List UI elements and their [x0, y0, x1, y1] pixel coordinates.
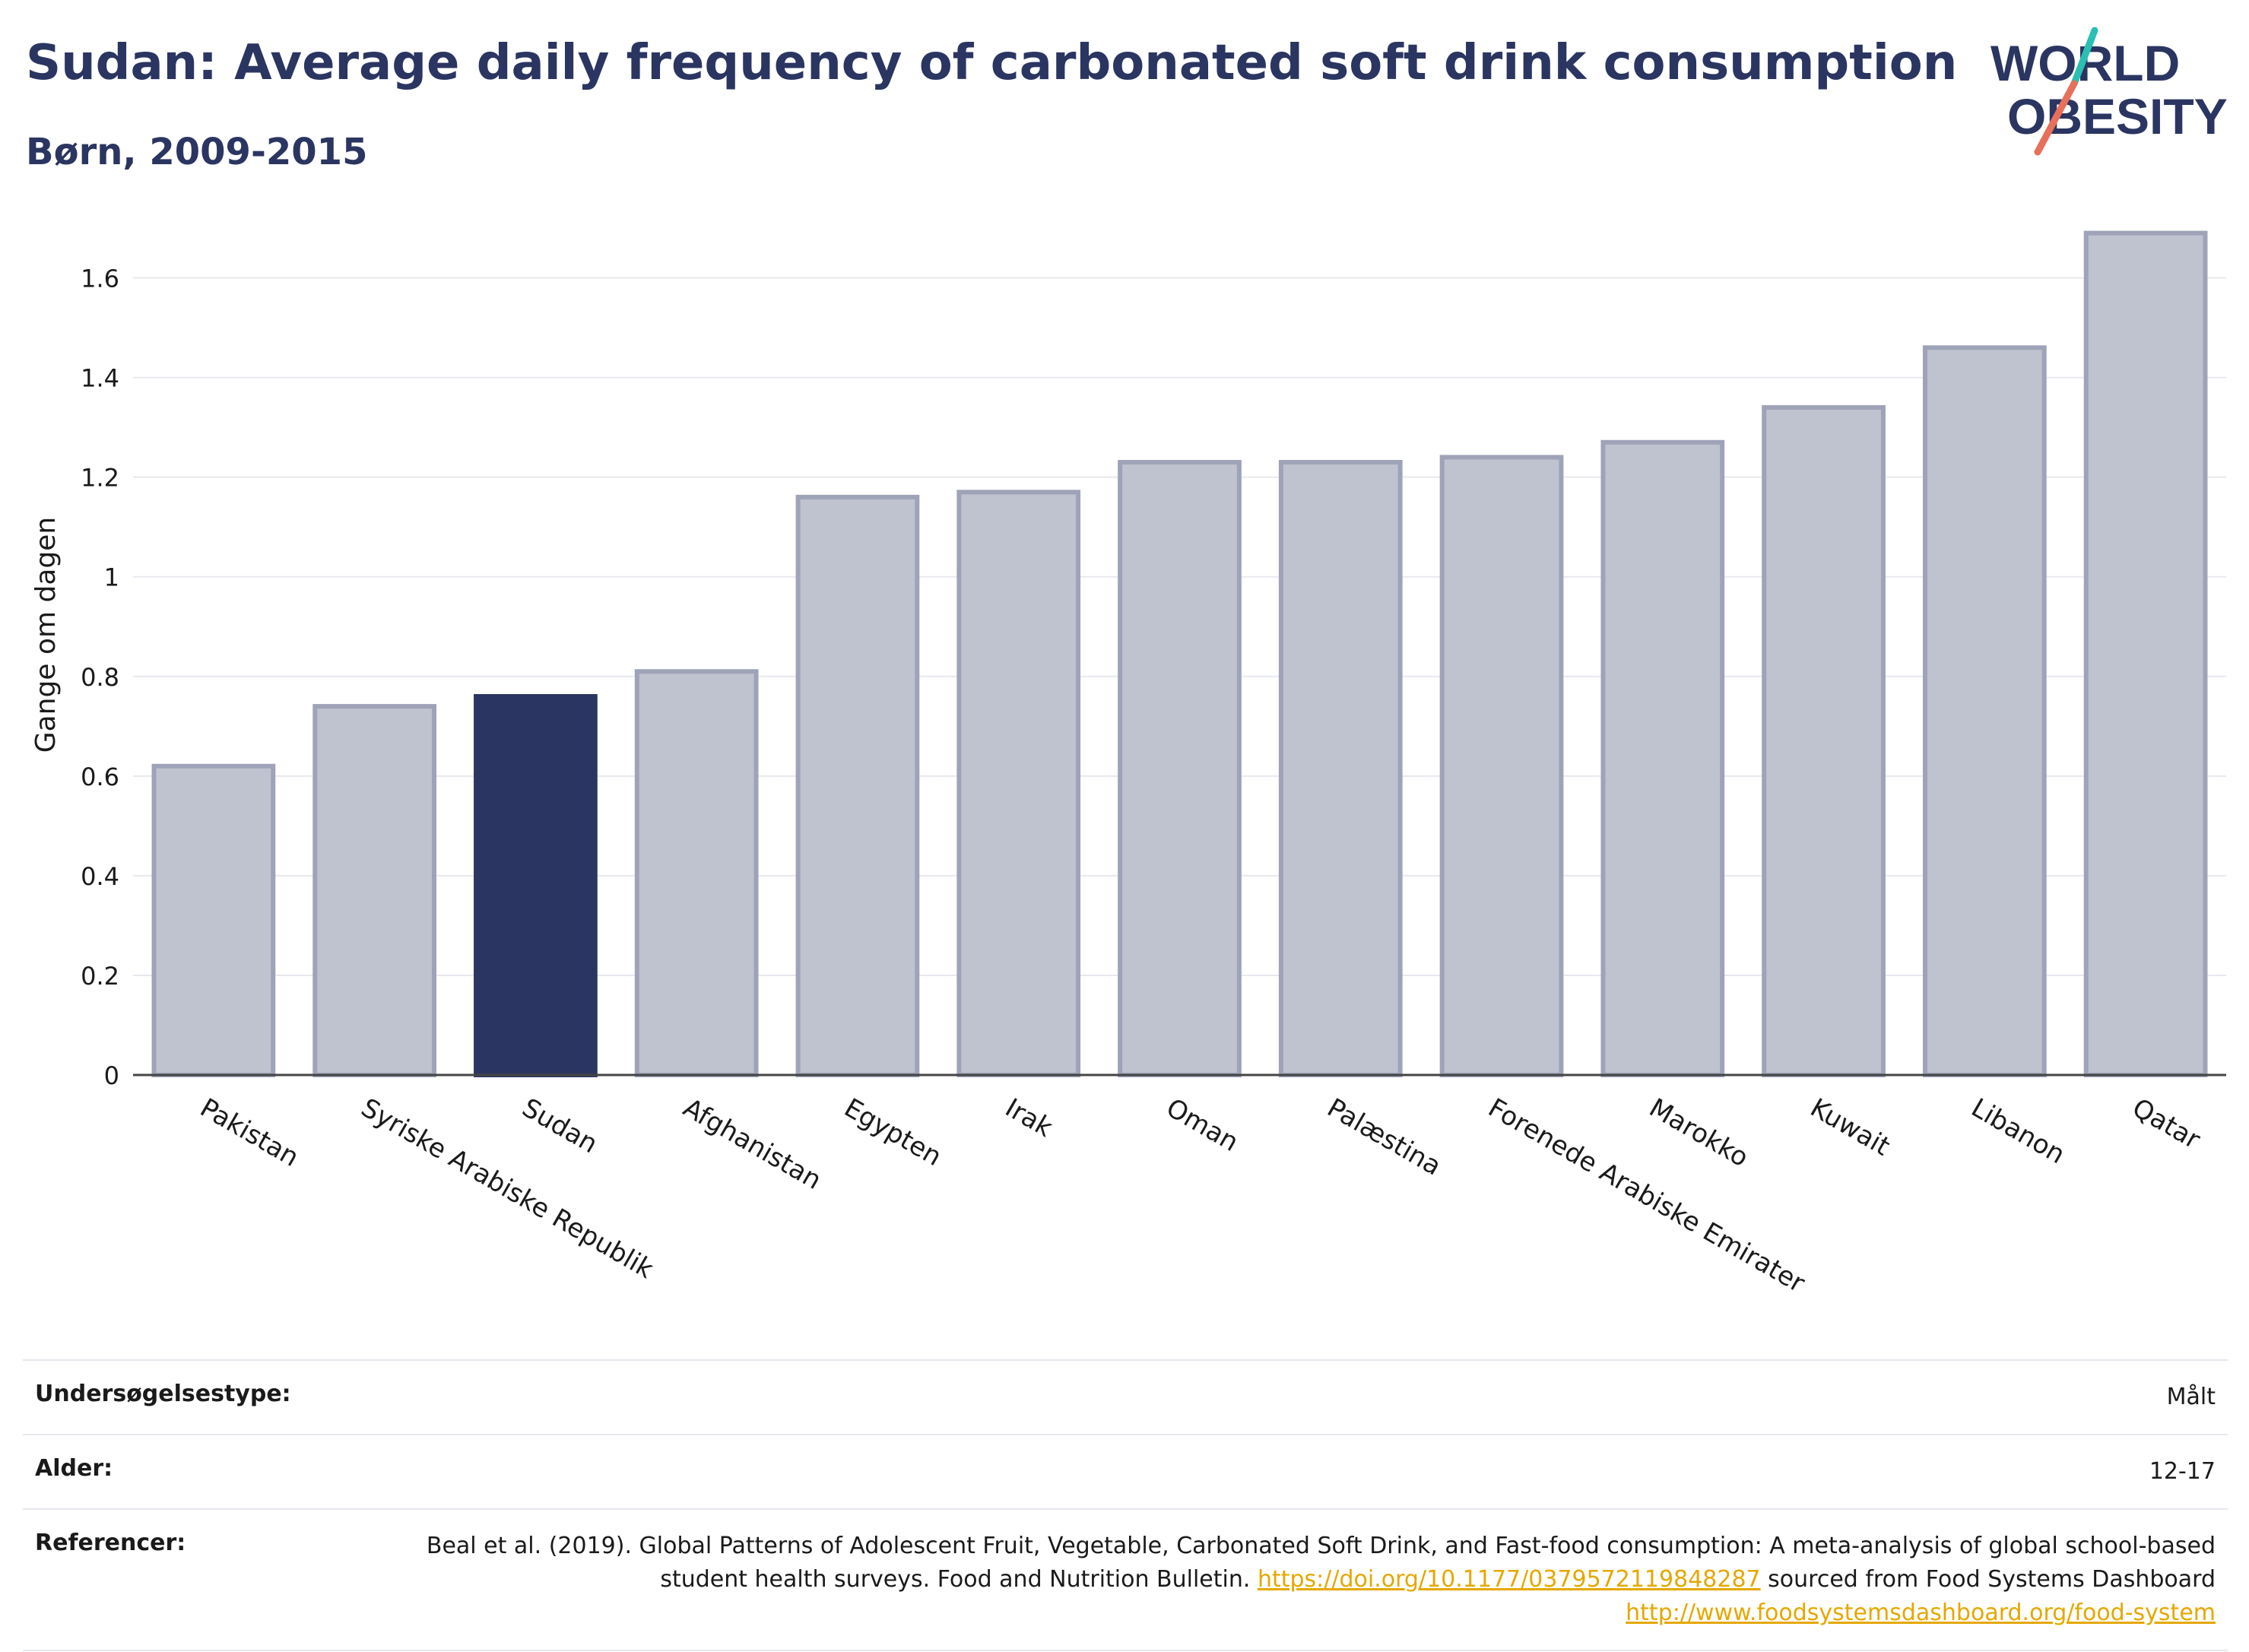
bar-syriske-arabiske-republik [312, 704, 437, 1077]
references-text-1: Beal et al. (2019). Global Patterns of A… [426, 1533, 2216, 1593]
y-tick-label: 1.4 [81, 364, 119, 393]
y-tick-label: 0.2 [81, 962, 119, 991]
info-label: Undersøgelsestype: [35, 1381, 291, 1407]
info-label: Alder: [35, 1455, 113, 1482]
info-row: Undersøgelsestype: Målt [23, 1360, 2228, 1435]
x-tick-label: Forenede Arabiske Emirater [1483, 1092, 1810, 1298]
references-label: Referencer: [35, 1530, 186, 1556]
y-axis-label: Gange om dagen [30, 517, 62, 753]
bar-palæstina [1278, 459, 1403, 1077]
x-tick-label: Libanon [1966, 1092, 2070, 1170]
x-tick-label: Sudan [517, 1092, 603, 1159]
bar-qatar [2083, 230, 2208, 1077]
y-tick-label: 1.2 [81, 464, 119, 493]
bar-egypten [795, 494, 920, 1077]
bars [151, 230, 2208, 1078]
info-table: Undersøgelsestype: Målt Alder: 12-17 Refere… [23, 1359, 2228, 1651]
bar-kuwait [1762, 404, 1886, 1077]
y-tick-label: 0 [104, 1061, 119, 1090]
x-tick-label: Irak [1000, 1092, 1058, 1143]
world-obesity-logo: WORLD OBESITY [1990, 27, 2228, 156]
references-value: Beal et al. (2019). Global Patterns of A… [366, 1509, 2228, 1650]
y-tick-label: 0.6 [81, 763, 119, 791]
bar-oman [1118, 459, 1242, 1077]
info-rows: Undersøgelsestype: Målt Alder: 12-17 [23, 1360, 2228, 1509]
bar-pakistan [151, 763, 276, 1077]
x-tick-label: Egypten [839, 1092, 947, 1172]
bar-afghanistan [634, 669, 759, 1077]
x-tick-label: Marokko [1644, 1092, 1753, 1173]
y-tick-label: 1 [104, 563, 119, 592]
y-tick-label: 0.8 [81, 663, 119, 692]
x-tick-label: Palæstina [1322, 1092, 1446, 1181]
y-tick-label: 1.6 [81, 265, 119, 293]
logo-slash-top [2070, 27, 2098, 87]
bar-irak [956, 490, 1081, 1077]
references-row: Referencer: Beal et al. (2019). Global P… [23, 1509, 2228, 1650]
info-value: Målt [2166, 1384, 2216, 1410]
logo-slash-bottom [2034, 80, 2078, 156]
y-tick-label: 0.4 [81, 862, 119, 891]
x-tick-label: Kuwait [1805, 1092, 1895, 1162]
x-tick-label: Oman [1161, 1092, 1244, 1158]
x-tick-label: Afghanistan [678, 1092, 826, 1196]
x-tick-label: Pakistan [195, 1092, 303, 1173]
y-tick-labels: 0 0.2 0.4 0.6 0.8 1 1.2 1.4 1.6 [81, 265, 119, 1090]
bar-forenede-arabiske-emirater [1439, 455, 1564, 1077]
bar-libanon [1922, 345, 2047, 1078]
page-subtitle: Børn, 2009-2015 [26, 131, 368, 173]
info-value: 12-17 [2149, 1458, 2216, 1485]
doi-link[interactable]: https://doi.org/10.1177/0379572119848287 [1257, 1566, 1761, 1593]
bar-marokko [1600, 439, 1725, 1077]
page-title: Sudan: Average daily frequency of carbon… [26, 35, 1958, 91]
bar-sudan [474, 693, 598, 1077]
x-tick-label: Syriske Arabiske Republik [356, 1092, 658, 1285]
bar-chart: 0 0.2 0.4 0.6 0.8 1 1.2 1.4 1.6 Pakistan Syriske … [30, 230, 2226, 1298]
x-tick-label: Qatar [2127, 1092, 2206, 1156]
references-text-2: sourced from Food Systems Dashboard [1768, 1566, 2216, 1593]
food-systems-dashboard-link[interactable]: http://www.foodsystemsdashboard.org/food… [1626, 1600, 2216, 1626]
info-row: Alder: 12-17 [23, 1435, 2228, 1509]
